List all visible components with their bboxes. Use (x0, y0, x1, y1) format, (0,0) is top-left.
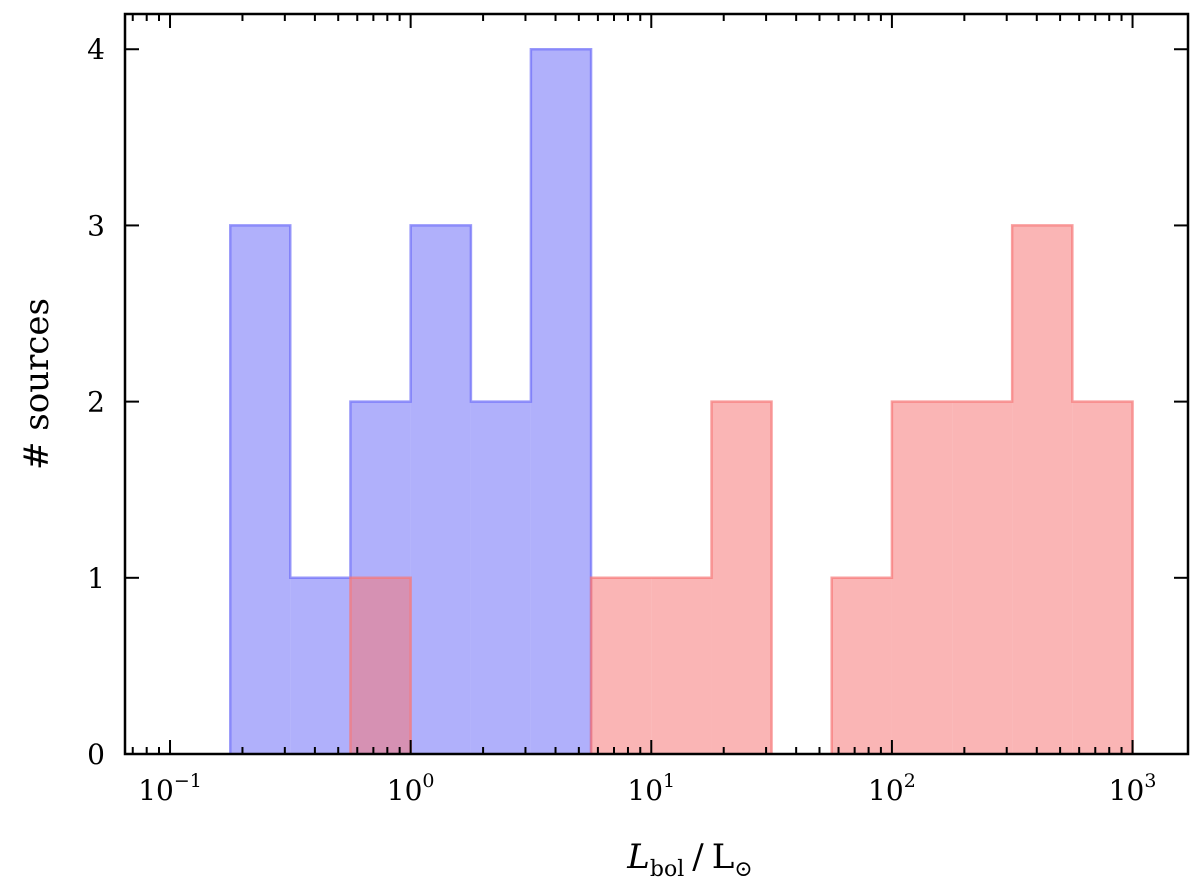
x-tick-exp: 3 (1144, 770, 1156, 792)
x-label-sub: bol (650, 857, 684, 882)
x-tick-exp: 2 (904, 770, 916, 792)
series-1-bin-8 (1072, 401, 1133, 754)
series-1-bin-4 (831, 577, 892, 754)
x-tick-label-4: 103 (1109, 770, 1157, 807)
series-1-outline (349, 224, 1134, 754)
series-0-bin-5 (530, 49, 592, 754)
series-1 (349, 224, 1134, 754)
series-1-bin-5 (891, 401, 953, 754)
series-0-bin-3 (410, 225, 471, 754)
x-tick-label-1: 100 (387, 770, 435, 807)
y-tick-label-2: 2 (87, 386, 105, 419)
x-label-sep: / (692, 837, 704, 877)
series-0-bin-1 (290, 577, 351, 754)
series-0-bin-4 (470, 401, 531, 754)
y-tick-label-4: 4 (87, 33, 105, 66)
y-tick-label-0: 0 (87, 738, 105, 771)
plot-frame (123, 12, 1190, 756)
x-axis-label: Lbol / L⊙ (626, 837, 752, 882)
series-1-bin-7 (1012, 225, 1073, 754)
y-axis-label: # sources (17, 298, 57, 470)
x-tick-base: 10 (1109, 774, 1145, 807)
series-0-outline (229, 47, 593, 754)
x-label-unit: L (712, 837, 735, 877)
x-label-unit-sub: ⊙ (734, 857, 752, 882)
x-tick-base: 10 (627, 774, 663, 807)
x-tick-exp: 0 (422, 770, 434, 792)
x-tick-label-2: 101 (627, 770, 675, 807)
x-tick-base: 10 (868, 774, 904, 807)
series-1-bin-6 (952, 401, 1013, 754)
x-tick-exp: 1 (663, 770, 675, 792)
series-1-bin-0 (350, 577, 411, 754)
y-tick-label-1: 1 (87, 562, 105, 595)
series-1-bin-1 (591, 577, 652, 754)
x-tick-base: 10 (387, 774, 423, 807)
x-tick-label-3: 102 (868, 770, 916, 807)
y-tick-label-3: 3 (87, 209, 105, 242)
series-1-bin-2 (651, 577, 712, 754)
x-tick-label-0: 10−1 (138, 770, 202, 807)
series-0 (229, 47, 593, 754)
x-tick-base: 10 (138, 774, 174, 807)
x-label-main: L (626, 837, 650, 877)
series-0-bin-0 (230, 225, 291, 754)
bars-layer (229, 47, 1134, 754)
x-tick-exp: −1 (174, 770, 202, 792)
series-1-bin-3 (711, 401, 772, 754)
